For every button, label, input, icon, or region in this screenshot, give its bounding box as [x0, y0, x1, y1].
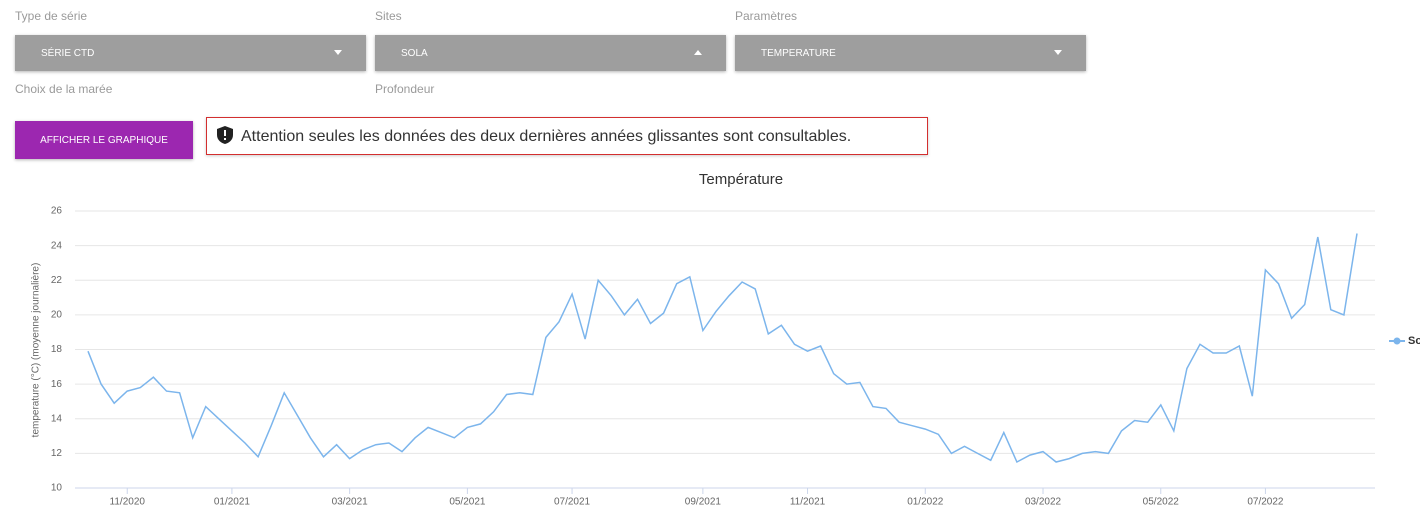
arrow [694, 50, 702, 55]
y-tick-label: 14 [51, 413, 63, 424]
arrow [334, 50, 342, 55]
x-tick-label: 05/2021 [449, 497, 486, 506]
arrow [1054, 50, 1062, 55]
x-tick-label: 03/2021 [332, 497, 369, 506]
x-tick-label: 05/2022 [1143, 497, 1180, 506]
dropdown-value: SÉRIE CTD [41, 48, 95, 59]
field-label: Paramètres [735, 9, 798, 23]
y-tick-label: 22 [51, 275, 63, 286]
dropdown[interactable]: SÉRIE CTD [15, 35, 366, 71]
field-label: Type de série [15, 9, 88, 23]
x-tick-label: 01/2021 [214, 497, 251, 506]
chart-title: Température [699, 171, 783, 188]
x-tick-label: 11/2021 [790, 497, 826, 506]
x-tick-label: 03/2022 [1025, 497, 1062, 506]
y-tick-label: 18 [51, 344, 63, 355]
shield-icon [217, 126, 233, 144]
chart: Température temperature (°C) (moyenne jo… [31, 171, 1420, 506]
x-tick-label: 07/2021 [554, 497, 591, 506]
legend-symbol [1393, 337, 1401, 345]
dropdown-value: SOLA [401, 48, 428, 59]
notice-text: Attention seules les données des deux de… [241, 128, 852, 145]
x-tick-label: 07/2022 [1247, 497, 1284, 506]
legend-label: So [1408, 335, 1420, 347]
field-label: Profondeur [375, 82, 435, 96]
y-tick-label: 12 [51, 448, 63, 459]
y-tick-label: 24 [51, 240, 63, 251]
show-chart-button[interactable]: AFFICHER LE GRAPHIQUE [15, 121, 193, 159]
y-tick-label: 26 [51, 206, 63, 217]
x-tick-label: 09/2021 [685, 497, 722, 506]
dropdown-value: TEMPERATURE [761, 48, 836, 59]
series-line [87, 233, 1358, 464]
x-tick-label: 11/2020 [110, 497, 146, 506]
y-tick-label: 10 [51, 483, 63, 494]
y-axis-label: temperature (°C) (moyenne journalière) [31, 263, 42, 438]
dropdown[interactable]: TEMPERATURE [735, 35, 1086, 71]
x-tick-label: 01/2022 [907, 497, 944, 506]
field-label: Choix de la marée [15, 82, 113, 96]
notice: Attention seules les données des deux de… [206, 117, 928, 155]
field-label: Sites [375, 9, 402, 23]
dropdown[interactable]: SOLA [375, 35, 726, 71]
y-tick-label: 16 [51, 379, 63, 390]
y-tick-label: 20 [51, 310, 63, 321]
